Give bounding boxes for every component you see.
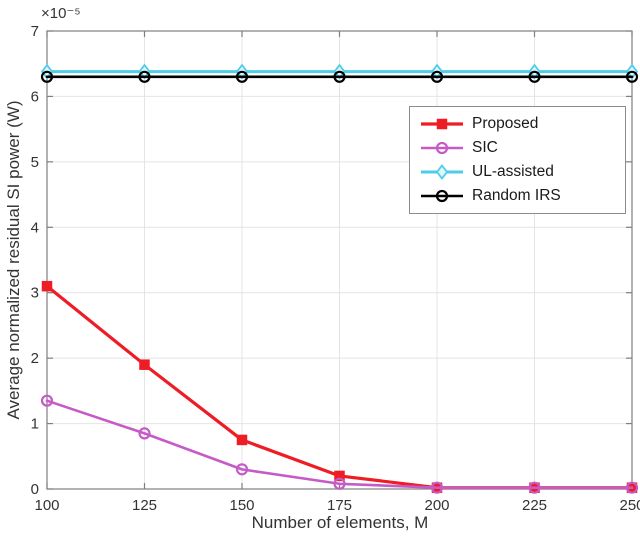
marker-circle: [138, 427, 151, 440]
series-line-sic: [45, 399, 634, 489]
y-tick-label: 5: [31, 154, 39, 171]
x-tick-label: 125: [132, 497, 157, 514]
y-tick-label: 1: [31, 416, 39, 433]
marker-circle: [235, 70, 249, 83]
x-tick-label: 150: [229, 497, 254, 514]
series-sic: [40, 394, 639, 494]
x-tick-label: 100: [34, 497, 59, 514]
x-tick-label: 175: [327, 497, 352, 514]
y-axis-label: Average normalized residual SI power (W): [4, 100, 23, 420]
marker-square: [334, 470, 345, 482]
y-tick-label: 2: [31, 350, 39, 367]
legend-item-sic: SIC: [410, 136, 625, 160]
series-random-irs: [40, 70, 639, 83]
marker-circle: [430, 70, 444, 83]
gridlines: [47, 31, 632, 489]
legend-item-random-irs: Random IRS: [410, 184, 625, 208]
legend-sample-random-irs: [421, 189, 463, 203]
legend-label-random-irs: Random IRS: [472, 187, 561, 204]
legend-label-proposed: Proposed: [472, 115, 539, 132]
x-tick-label: 200: [424, 497, 449, 514]
x-tick-label: 225: [522, 497, 547, 514]
marker-circle: [138, 70, 151, 83]
marker-circle: [625, 481, 639, 494]
marker-square: [436, 118, 448, 130]
marker-circle: [528, 481, 541, 494]
y-tick-label: 0: [31, 481, 39, 498]
y-tick-label: 6: [31, 88, 39, 105]
marker-square: [41, 280, 53, 292]
x-tick-label: 250: [619, 497, 640, 514]
y-axis-scale-exponent: ×10⁻⁵: [41, 5, 81, 22]
marker-circle: [625, 70, 639, 83]
marker-circle: [435, 189, 449, 203]
marker-circle: [430, 481, 444, 494]
marker-square: [139, 359, 150, 370]
marker-circle: [333, 477, 346, 490]
marker-square: [236, 434, 248, 446]
y-tick-labels: 0 1 2 3 4 5 6 7: [31, 23, 39, 498]
y-tick-label: 3: [31, 285, 39, 302]
x-tick-labels: 100 125 150 175 200 225 250: [34, 497, 640, 514]
legend-label-sic: SIC: [472, 139, 498, 156]
marker-circle: [40, 394, 54, 407]
marker-circle: [333, 70, 346, 83]
legend-sample-ul-assisted: [421, 164, 463, 180]
x-axis-label: Number of elements, M: [251, 513, 429, 532]
marker-diamond: [435, 164, 449, 180]
y-tick-label: 7: [31, 23, 39, 40]
marker-circle: [435, 141, 449, 155]
legend-sample-sic: [421, 141, 463, 155]
legend-sample-proposed: [421, 118, 463, 130]
marker-circle: [528, 70, 541, 83]
legend-label-ul-assisted: UL-assisted: [472, 163, 554, 180]
marker-circle: [40, 70, 54, 83]
legend-box: Proposed SIC UL-assisted Random IRS: [409, 106, 626, 214]
marker-circle: [235, 463, 249, 476]
legend-item-proposed: Proposed: [410, 112, 625, 136]
legend-item-ul-assisted: UL-assisted: [410, 160, 625, 184]
y-tick-label: 4: [31, 219, 39, 236]
